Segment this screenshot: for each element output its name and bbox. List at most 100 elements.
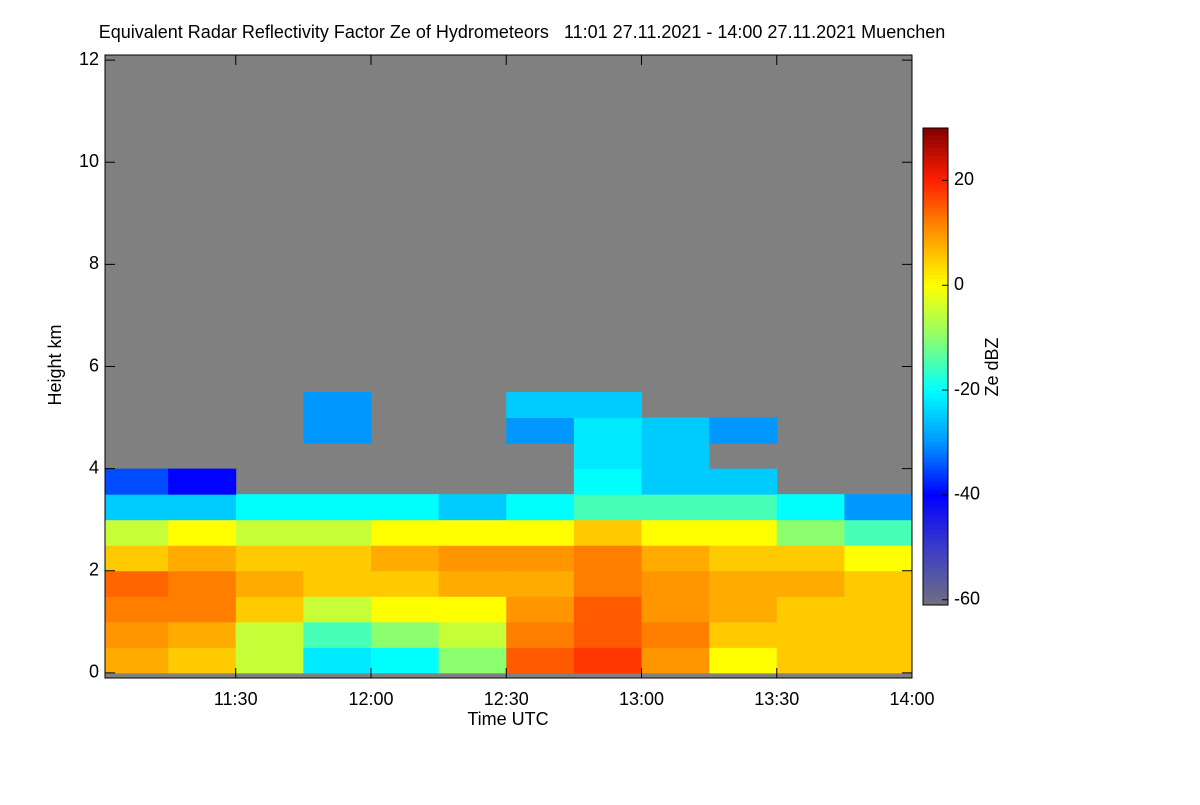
- colorbar-step: [923, 163, 948, 169]
- heatmap-cell: [709, 596, 778, 623]
- chart-title: Equivalent Radar Reflectivity Factor Ze …: [99, 22, 946, 42]
- heatmap-cell: [438, 545, 507, 572]
- heatmap-cell: [235, 621, 304, 648]
- colorbar-step: [923, 239, 948, 244]
- heatmap-cell: [641, 494, 710, 521]
- heatmap-cell: [776, 647, 845, 674]
- heatmap-cell: [506, 392, 575, 419]
- colorbar-step: [923, 406, 948, 411]
- colorbar-step: [923, 287, 948, 292]
- heatmap-cell: [506, 519, 575, 546]
- colorbar-step: [923, 597, 948, 602]
- colorbar-step: [923, 179, 948, 185]
- heatmap-cell: [573, 570, 642, 597]
- colorbar-step: [923, 449, 948, 455]
- colorbar-step: [923, 442, 948, 447]
- colorbar-step: [923, 533, 948, 538]
- colorbar-step: [923, 394, 948, 399]
- heatmap-cell: [641, 468, 710, 495]
- heatmap-cell: [776, 570, 845, 597]
- colorbar-step: [923, 155, 948, 161]
- colorbar-step: [923, 453, 948, 459]
- heatmap-cell: [370, 519, 440, 546]
- heatmap-cell: [438, 621, 507, 648]
- heatmap-cell: [776, 494, 845, 521]
- heatmap-cell: [776, 621, 845, 648]
- colorbar-step: [923, 366, 948, 371]
- heatmap-cell: [105, 596, 169, 623]
- heatmap-cell: [776, 596, 845, 623]
- heatmap-cell: [709, 621, 778, 648]
- colorbar-step: [923, 314, 948, 320]
- colorbar-step: [923, 577, 948, 582]
- heatmap-cell: [573, 443, 642, 470]
- heatmap-cell: [844, 494, 912, 521]
- heatmap-cell: [641, 545, 710, 572]
- colorbar-step: [923, 465, 948, 471]
- colorbar-step: [923, 159, 948, 165]
- colorbar-step: [923, 243, 948, 248]
- x-tick-label: 13:30: [754, 689, 799, 709]
- colorbar-step: [923, 350, 948, 356]
- heatmap-cell: [438, 647, 507, 674]
- heatmap-cell: [641, 417, 710, 444]
- colorbar-step: [923, 267, 948, 272]
- colorbar-step: [923, 513, 948, 519]
- heatmap-cell: [573, 621, 642, 648]
- heatmap-cell: [506, 417, 575, 444]
- colorbar-step: [923, 505, 948, 511]
- colorbar-step: [923, 370, 948, 375]
- colorbar-step: [923, 589, 948, 594]
- colorbar-step: [923, 601, 948, 606]
- colorbar-step: [923, 187, 948, 193]
- colorbar-tick-label: -20: [954, 379, 980, 399]
- colorbar-frame: [922, 127, 949, 606]
- colorbar-step: [923, 549, 948, 554]
- colorbar-step: [923, 457, 948, 463]
- colorbar-step: [923, 553, 948, 558]
- heatmap-cell: [168, 596, 237, 623]
- colorbar-step: [923, 219, 948, 224]
- colorbar-step: [923, 561, 948, 566]
- heatmap-cell: [641, 621, 710, 648]
- colorbar-step: [923, 211, 948, 216]
- colorbar-step: [923, 199, 948, 205]
- colorbar-step: [923, 537, 948, 542]
- heatmap-cell: [641, 596, 710, 623]
- y-tick-label: 8: [89, 253, 99, 273]
- heatmap-cell: [709, 417, 778, 444]
- colorbar-step: [923, 195, 948, 201]
- heatmap-cell: [641, 570, 710, 597]
- heatmap-cell: [168, 570, 237, 597]
- colorbar-step: [923, 378, 948, 383]
- x-tick-label: 14:00: [889, 689, 934, 709]
- heatmap-cell: [168, 545, 237, 572]
- colorbar-step: [923, 358, 948, 364]
- heatmap-cell: [105, 570, 169, 597]
- colorbar-step: [923, 517, 948, 523]
- y-tick-label: 6: [89, 355, 99, 375]
- heatmap-cell: [105, 468, 169, 495]
- heatmap-cell: [709, 519, 778, 546]
- heatmap-cell: [303, 647, 372, 674]
- heatmap-cell: [506, 570, 575, 597]
- colorbar-step: [923, 259, 948, 264]
- colorbar-step: [923, 386, 948, 391]
- heatmap-cell: [235, 647, 304, 674]
- colorbar-step: [923, 410, 948, 415]
- heatmap-cell: [370, 621, 440, 648]
- heatmap-cell: [641, 519, 710, 546]
- colorbar-step: [923, 306, 948, 312]
- colorbar-step: [923, 581, 948, 586]
- colorbar-step: [923, 171, 948, 177]
- colorbar-step: [923, 398, 948, 403]
- colorbar-step: [923, 128, 948, 133]
- heatmap-cell: [438, 494, 507, 521]
- heatmap-cell: [573, 647, 642, 674]
- colorbar-step: [923, 255, 948, 260]
- y-tick-label: 0: [89, 662, 99, 682]
- heatmap-cell: [844, 519, 912, 546]
- heatmap-cell: [776, 545, 845, 572]
- colorbar-step: [923, 422, 948, 427]
